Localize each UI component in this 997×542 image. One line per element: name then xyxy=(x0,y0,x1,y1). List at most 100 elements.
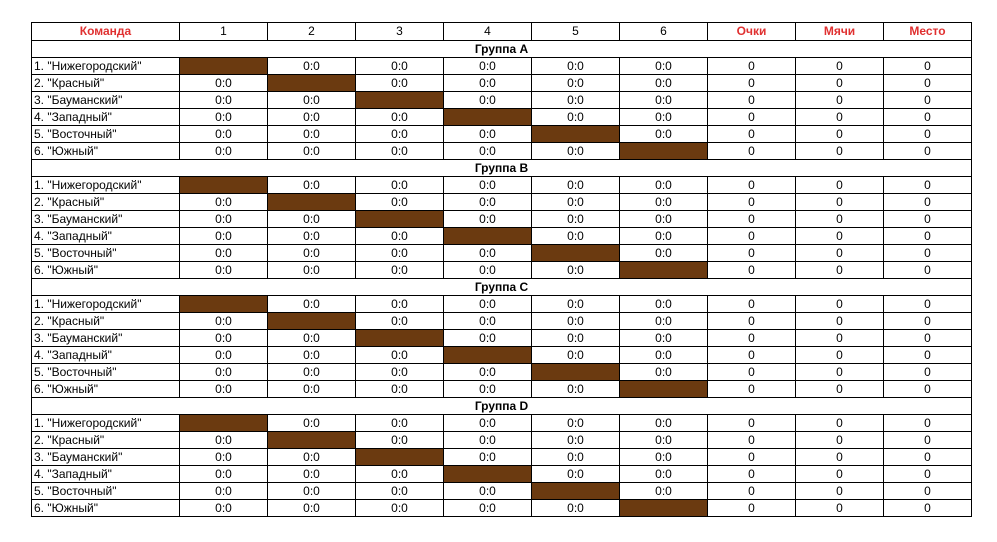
place-cell[interactable]: 0 xyxy=(883,363,972,381)
self-match-cell[interactable] xyxy=(355,329,444,347)
points-cell[interactable]: 0 xyxy=(707,142,796,160)
score-cell[interactable]: 0:0 xyxy=(267,176,356,194)
points-cell[interactable]: 0 xyxy=(707,346,796,364)
score-cell[interactable]: 0:0 xyxy=(531,57,620,75)
opponent-1-header[interactable]: 1 xyxy=(179,22,268,41)
score-cell[interactable]: 0:0 xyxy=(267,57,356,75)
score-cell[interactable]: 0:0 xyxy=(619,482,708,500)
points-cell[interactable]: 0 xyxy=(707,431,796,449)
score-cell[interactable]: 0:0 xyxy=(267,244,356,262)
score-cell[interactable]: 0:0 xyxy=(619,312,708,330)
points-cell[interactable]: 0 xyxy=(707,295,796,313)
score-cell[interactable]: 0:0 xyxy=(619,176,708,194)
score-cell[interactable]: 0:0 xyxy=(179,329,268,347)
points-cell[interactable]: 0 xyxy=(707,482,796,500)
balls-cell[interactable]: 0 xyxy=(795,193,884,211)
team-name-cell[interactable]: 6. "Южный" xyxy=(31,499,180,517)
score-cell[interactable]: 0:0 xyxy=(355,482,444,500)
score-cell[interactable]: 0:0 xyxy=(531,346,620,364)
self-match-cell[interactable] xyxy=(443,346,532,364)
score-cell[interactable]: 0:0 xyxy=(267,108,356,126)
score-cell[interactable]: 0:0 xyxy=(531,380,620,398)
points-cell[interactable]: 0 xyxy=(707,57,796,75)
group-title[interactable]: Группа D xyxy=(31,397,972,415)
score-cell[interactable]: 0:0 xyxy=(619,193,708,211)
score-cell[interactable]: 0:0 xyxy=(619,431,708,449)
team-column-header[interactable]: Команда xyxy=(31,22,180,41)
score-cell[interactable]: 0:0 xyxy=(443,91,532,109)
place-cell[interactable]: 0 xyxy=(883,448,972,466)
place-cell[interactable]: 0 xyxy=(883,329,972,347)
team-name-cell[interactable]: 5. "Восточный" xyxy=(31,244,180,262)
score-cell[interactable]: 0:0 xyxy=(355,176,444,194)
self-match-cell[interactable] xyxy=(179,414,268,432)
balls-cell[interactable]: 0 xyxy=(795,499,884,517)
score-cell[interactable]: 0:0 xyxy=(355,108,444,126)
score-cell[interactable]: 0:0 xyxy=(267,465,356,483)
self-match-cell[interactable] xyxy=(531,482,620,500)
score-cell[interactable]: 0:0 xyxy=(443,210,532,228)
score-cell[interactable]: 0:0 xyxy=(443,57,532,75)
place-cell[interactable]: 0 xyxy=(883,346,972,364)
team-name-cell[interactable]: 4. "Западный" xyxy=(31,465,180,483)
score-cell[interactable]: 0:0 xyxy=(267,499,356,517)
self-match-cell[interactable] xyxy=(443,108,532,126)
self-match-cell[interactable] xyxy=(531,125,620,143)
score-cell[interactable]: 0:0 xyxy=(443,380,532,398)
balls-cell[interactable]: 0 xyxy=(795,329,884,347)
score-cell[interactable]: 0:0 xyxy=(531,108,620,126)
score-cell[interactable]: 0:0 xyxy=(443,244,532,262)
team-name-cell[interactable]: 6. "Южный" xyxy=(31,261,180,279)
points-cell[interactable]: 0 xyxy=(707,499,796,517)
score-cell[interactable]: 0:0 xyxy=(355,465,444,483)
balls-cell[interactable]: 0 xyxy=(795,210,884,228)
score-cell[interactable]: 0:0 xyxy=(443,176,532,194)
team-name-cell[interactable]: 5. "Восточный" xyxy=(31,363,180,381)
score-cell[interactable]: 0:0 xyxy=(531,176,620,194)
points-cell[interactable]: 0 xyxy=(707,227,796,245)
score-cell[interactable]: 0:0 xyxy=(267,125,356,143)
points-cell[interactable]: 0 xyxy=(707,193,796,211)
score-cell[interactable]: 0:0 xyxy=(267,142,356,160)
team-name-cell[interactable]: 2. "Красный" xyxy=(31,193,180,211)
score-cell[interactable]: 0:0 xyxy=(531,431,620,449)
self-match-cell[interactable] xyxy=(443,465,532,483)
balls-cell[interactable]: 0 xyxy=(795,380,884,398)
score-cell[interactable]: 0:0 xyxy=(267,227,356,245)
score-cell[interactable]: 0:0 xyxy=(531,142,620,160)
points-cell[interactable]: 0 xyxy=(707,91,796,109)
self-match-cell[interactable] xyxy=(267,193,356,211)
score-cell[interactable]: 0:0 xyxy=(355,380,444,398)
balls-cell[interactable]: 0 xyxy=(795,91,884,109)
score-cell[interactable]: 0:0 xyxy=(267,329,356,347)
balls-cell[interactable]: 0 xyxy=(795,363,884,381)
score-cell[interactable]: 0:0 xyxy=(619,295,708,313)
place-cell[interactable]: 0 xyxy=(883,244,972,262)
balls-cell[interactable]: 0 xyxy=(795,465,884,483)
place-cell[interactable]: 0 xyxy=(883,193,972,211)
team-name-cell[interactable]: 6. "Южный" xyxy=(31,380,180,398)
place-cell[interactable]: 0 xyxy=(883,74,972,92)
team-name-cell[interactable]: 1. "Нижегородский" xyxy=(31,414,180,432)
score-cell[interactable]: 0:0 xyxy=(619,346,708,364)
score-cell[interactable]: 0:0 xyxy=(179,261,268,279)
points-cell[interactable]: 0 xyxy=(707,210,796,228)
team-name-cell[interactable]: 2. "Красный" xyxy=(31,312,180,330)
score-cell[interactable]: 0:0 xyxy=(179,125,268,143)
score-cell[interactable]: 0:0 xyxy=(267,210,356,228)
points-cell[interactable]: 0 xyxy=(707,74,796,92)
score-cell[interactable]: 0:0 xyxy=(619,74,708,92)
group-title[interactable]: Группа B xyxy=(31,159,972,177)
score-cell[interactable]: 0:0 xyxy=(267,414,356,432)
score-cell[interactable]: 0:0 xyxy=(443,295,532,313)
opponent-3-header[interactable]: 3 xyxy=(355,22,444,41)
score-cell[interactable]: 0:0 xyxy=(355,312,444,330)
score-cell[interactable]: 0:0 xyxy=(443,499,532,517)
self-match-cell[interactable] xyxy=(619,380,708,398)
place-cell[interactable]: 0 xyxy=(883,380,972,398)
self-match-cell[interactable] xyxy=(179,176,268,194)
team-name-cell[interactable]: 4. "Западный" xyxy=(31,346,180,364)
self-match-cell[interactable] xyxy=(619,261,708,279)
score-cell[interactable]: 0:0 xyxy=(267,261,356,279)
balls-cell[interactable]: 0 xyxy=(795,448,884,466)
